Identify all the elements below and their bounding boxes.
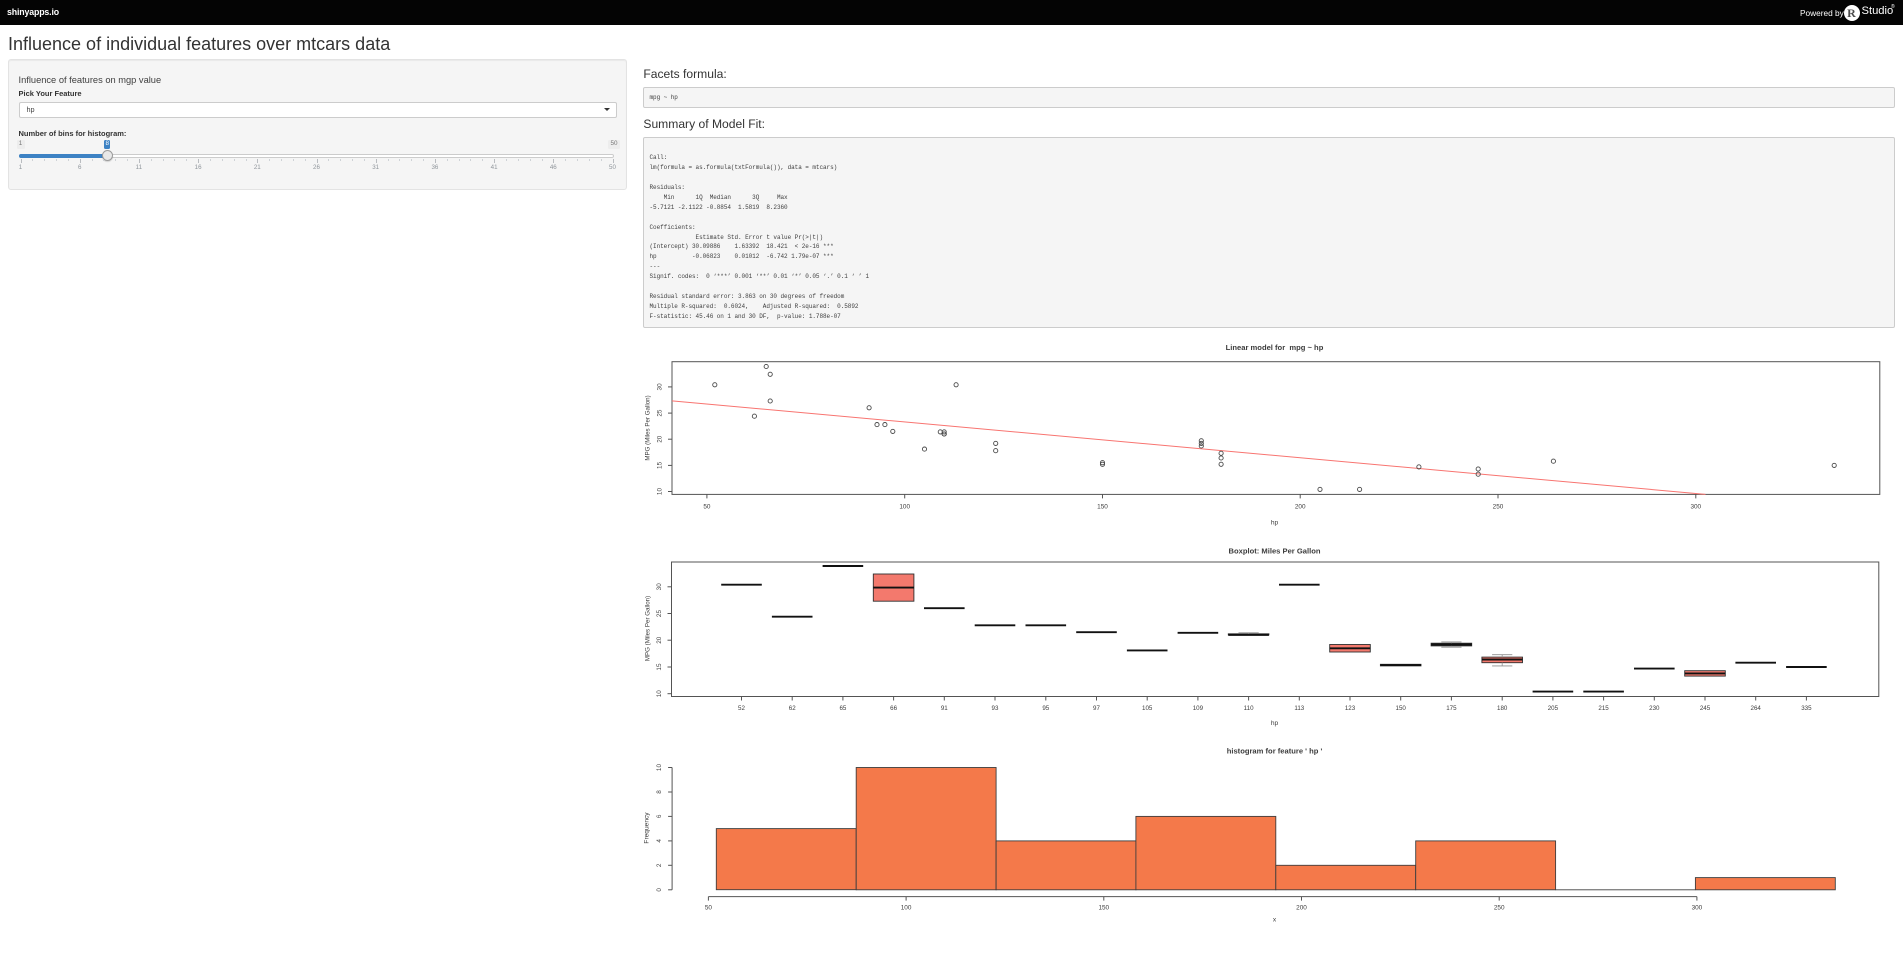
svg-text:hp: hp [1270,720,1278,727]
svg-text:Frequency: Frequency [643,812,650,844]
svg-text:50: 50 [704,905,712,912]
svg-text:335: 335 [1801,705,1812,712]
svg-text:MPG (Miles Per Gallon): MPG (Miles Per Gallon) [644,595,651,660]
svg-text:15: 15 [656,663,663,671]
svg-text:95: 95 [1042,705,1049,712]
svg-text:15: 15 [656,461,663,469]
svg-text:histogram for feature ' hp ': histogram for feature ' hp ' [1226,747,1322,756]
svg-text:180: 180 [1497,705,1508,712]
svg-text:2: 2 [656,863,663,867]
svg-text:250: 250 [1493,905,1504,912]
svg-text:20: 20 [656,435,663,443]
svg-text:264: 264 [1750,705,1761,712]
svg-text:52: 52 [738,705,745,712]
svg-text:230: 230 [1649,705,1660,712]
svg-text:100: 100 [900,905,911,912]
svg-text:20: 20 [656,636,663,644]
svg-text:175: 175 [1446,705,1457,712]
svg-text:50: 50 [703,503,711,510]
svg-text:215: 215 [1598,705,1609,712]
svg-text:10: 10 [656,488,663,496]
svg-text:123: 123 [1344,705,1355,712]
svg-text:110: 110 [1243,705,1253,712]
svg-text:62: 62 [788,705,795,712]
svg-text:66: 66 [890,705,897,712]
svg-text:113: 113 [1294,705,1304,712]
svg-text:300: 300 [1691,905,1702,912]
svg-text:150: 150 [1098,905,1109,912]
svg-text:200: 200 [1294,503,1305,510]
svg-text:250: 250 [1492,503,1503,510]
svg-text:x: x [1272,917,1276,924]
svg-text:Linear model for mpg ~ hp: Linear model for mpg ~ hp [1225,343,1323,352]
svg-text:MPG (Miles Per Gallon): MPG (Miles Per Gallon) [644,395,651,460]
svg-text:91: 91 [940,705,947,712]
svg-text:hp: hp [1270,520,1278,527]
svg-text:93: 93 [991,705,998,712]
svg-text:100: 100 [899,503,910,510]
svg-text:109: 109 [1192,705,1203,712]
svg-text:6: 6 [656,814,663,818]
svg-text:150: 150 [1395,705,1406,712]
svg-text:97: 97 [1093,705,1100,712]
svg-text:30: 30 [656,582,663,590]
svg-text:25: 25 [656,609,663,617]
svg-text:Boxplot: Miles Per Gallon: Boxplot: Miles Per Gallon [1228,546,1320,555]
svg-text:65: 65 [839,705,846,712]
svg-text:245: 245 [1699,705,1710,712]
svg-text:0: 0 [656,888,663,892]
svg-text:25: 25 [656,409,663,417]
svg-text:4: 4 [656,839,663,843]
svg-text:10: 10 [656,764,663,772]
svg-text:200: 200 [1296,905,1307,912]
svg-text:205: 205 [1547,705,1558,712]
svg-text:300: 300 [1690,503,1701,510]
svg-text:10: 10 [656,689,663,697]
svg-text:105: 105 [1142,705,1153,712]
svg-text:150: 150 [1097,503,1108,510]
svg-text:8: 8 [656,790,663,794]
svg-text:30: 30 [656,383,663,391]
